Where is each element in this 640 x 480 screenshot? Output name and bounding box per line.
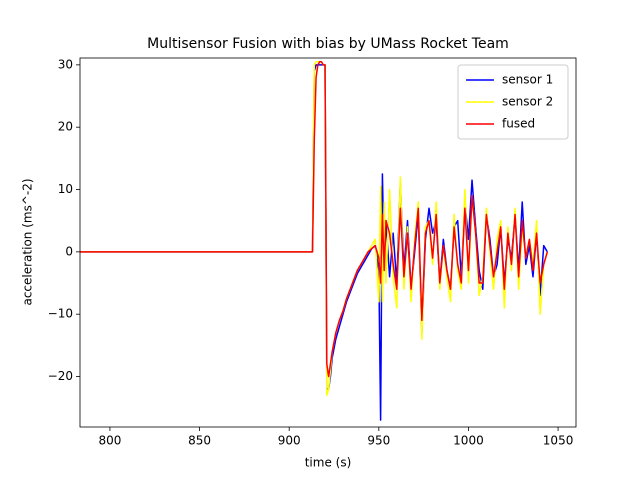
x-tick-label: 1050 bbox=[543, 434, 574, 448]
y-tick-label: −10 bbox=[48, 307, 73, 321]
x-tick-label: 950 bbox=[367, 434, 390, 448]
y-axis-label: acceleration (ms^-2) bbox=[21, 178, 35, 305]
plot-frame bbox=[79, 57, 577, 428]
y-tick-label: 30 bbox=[58, 57, 73, 71]
x-axis-label: time (s) bbox=[305, 456, 352, 470]
y-tick-label: 0 bbox=[65, 244, 73, 258]
legend-label: sensor 1 bbox=[502, 73, 553, 87]
x-tick-label: 850 bbox=[188, 434, 211, 448]
x-tick-label: 800 bbox=[98, 434, 121, 448]
x-tick-label: 1000 bbox=[453, 434, 484, 448]
y-tick-label: −20 bbox=[48, 369, 73, 383]
legend-label: fused bbox=[502, 117, 535, 131]
y-tick-label: 10 bbox=[58, 182, 73, 196]
x-tick-label: 900 bbox=[278, 434, 301, 448]
y-tick-label: 20 bbox=[58, 120, 73, 134]
chart-title: Multisensor Fusion with bias by UMass Ro… bbox=[147, 36, 509, 52]
legend-box bbox=[457, 64, 569, 140]
series-line bbox=[80, 60, 549, 378]
legend-label: sensor 2 bbox=[502, 95, 553, 109]
